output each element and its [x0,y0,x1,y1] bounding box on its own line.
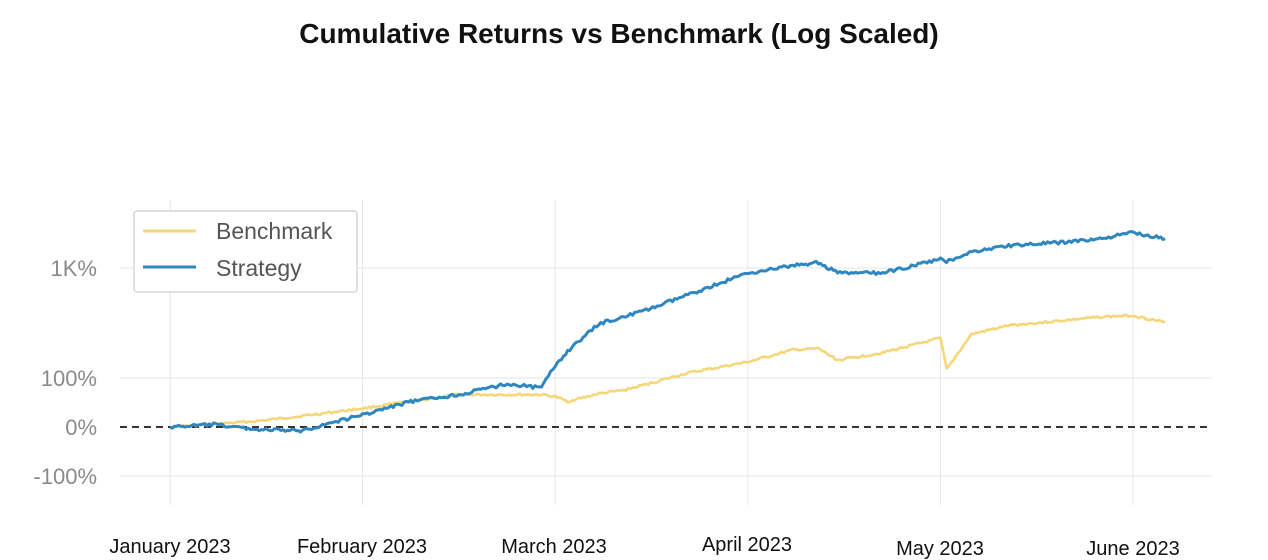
chart-title: Cumulative Returns vs Benchmark (Log Sca… [299,18,939,49]
y-tick-label: -100% [33,464,97,489]
x-tick-label: May 2023 [896,538,984,560]
x-axis-ticks: January 2023 February 2023 March 2023 Ap… [109,534,1179,560]
series-line-strategy [169,230,1166,434]
x-tick-label: March 2023 [501,536,607,558]
x-tick-label: February 2023 [297,536,427,558]
y-tick-label: 1K% [51,256,97,281]
series-line-benchmark [169,313,1166,429]
x-tick-label: June 2023 [1086,538,1179,560]
y-tick-label: 0% [65,415,97,440]
legend-label-strategy: Strategy [216,255,302,281]
legend: Benchmark Strategy [133,210,358,293]
y-axis-ticks: 1K% 100% 0% -100% [33,256,97,489]
y-tick-label: 100% [41,366,97,391]
x-tick-label: January 2023 [109,536,230,558]
legend-label-benchmark: Benchmark [216,218,333,244]
series-lines [169,230,1166,434]
x-tick-label: April 2023 [702,534,792,556]
